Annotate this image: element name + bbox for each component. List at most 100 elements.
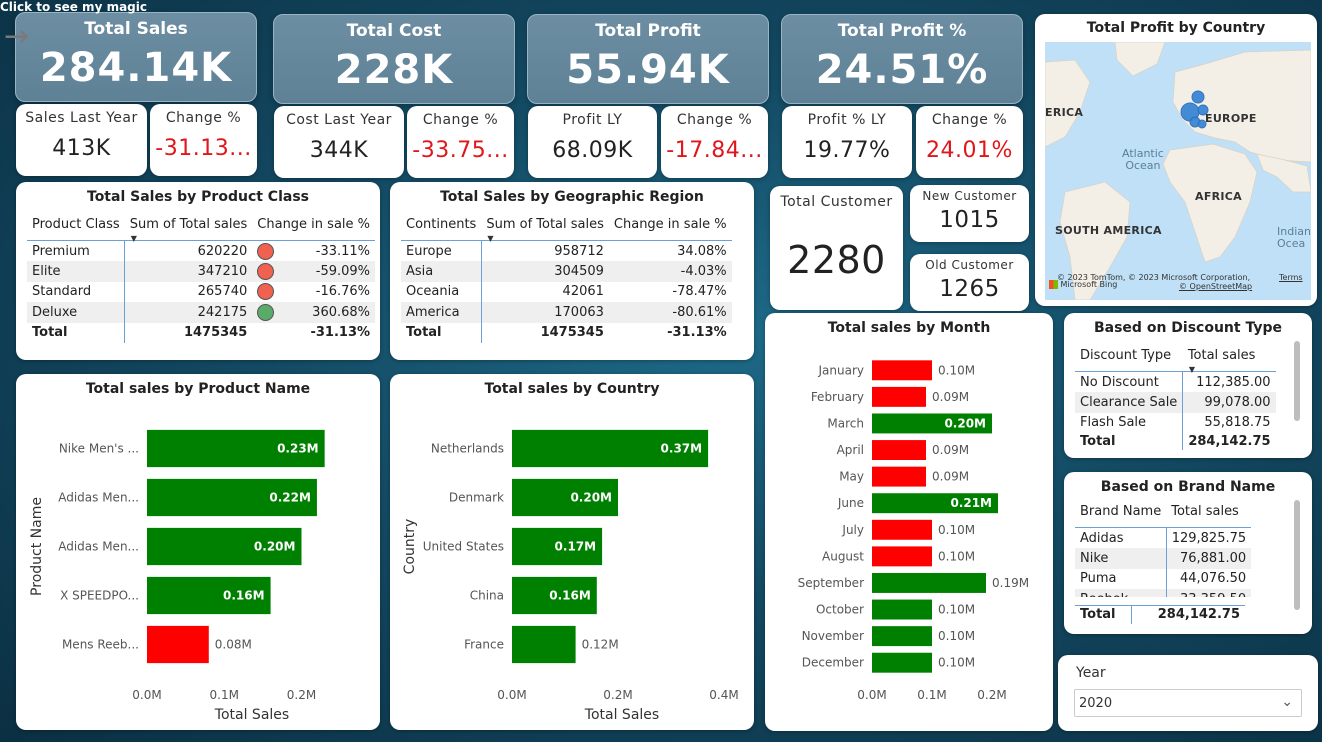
sort-down-icon[interactable]: ▼	[1188, 365, 1195, 374]
scrollbar[interactable]	[1294, 341, 1300, 421]
cell-change: -59.09%	[286, 261, 376, 282]
cell-change: -33.11%	[315, 243, 371, 259]
table-row[interactable]: Asia 304509 -4.03%	[401, 261, 732, 282]
data-label: 0.22M	[269, 491, 311, 505]
bar[interactable]	[872, 493, 998, 514]
y-axis-title: Product Name	[29, 497, 45, 596]
column-header[interactable]: Sum of Total sales ▼	[481, 213, 609, 243]
bar[interactable]	[512, 527, 603, 566]
column-header[interactable]: Brand Name	[1080, 504, 1162, 519]
bar[interactable]	[872, 652, 932, 673]
cell-change: -31.13%	[667, 325, 727, 341]
bar[interactable]	[872, 413, 992, 434]
kpi-total-profit: Total Profit 55.94K	[527, 14, 769, 104]
card-title: Total Customer	[780, 194, 893, 210]
map-osm-link[interactable]: © OpenStreetMap	[1179, 282, 1253, 291]
table-row[interactable]: Adidas 129,825.75	[1075, 527, 1251, 548]
table-row[interactable]: Premium 620220 -33.11%	[27, 240, 375, 261]
tick-label: 0.4M	[709, 688, 738, 702]
bar[interactable]	[512, 478, 618, 517]
microsoft-logo-icon	[1049, 280, 1058, 289]
bar[interactable]	[872, 599, 932, 620]
table-row[interactable]: Oceania 42061 -78.47%	[401, 281, 732, 302]
table-row[interactable]: Reebok 33,359.50	[1075, 589, 1252, 597]
column-header[interactable]: Discount Type	[1080, 348, 1172, 363]
bar[interactable]	[872, 386, 926, 407]
column-header[interactable]: Sum of Total sales ▼	[125, 213, 253, 243]
bar[interactable]	[147, 429, 325, 468]
table-row[interactable]: Puma 44,076.50	[1075, 568, 1251, 589]
map-label: SOUTH AMERICA	[1055, 224, 1162, 237]
table-row[interactable]: Standard 265740 -16.76%	[27, 281, 375, 302]
table-row[interactable]: No Discount 112,385.00	[1075, 371, 1276, 392]
map-panel: Total Profit by Country ERICA EUROPE AFR…	[1035, 14, 1317, 306]
data-label: 0.37M	[661, 442, 703, 456]
sort-down-icon[interactable]: ▼	[487, 234, 494, 243]
map-terms-link[interactable]: Terms	[1279, 273, 1303, 282]
sort-down-icon[interactable]: ▼	[130, 234, 137, 243]
bar[interactable]	[872, 626, 932, 647]
bar[interactable]	[872, 572, 986, 593]
chevron-down-icon[interactable]: ⌄	[1281, 694, 1293, 710]
magic-link[interactable]: Click to see my magic	[0, 0, 147, 14]
card-value: 413K	[52, 136, 111, 161]
table-row[interactable]: Europe 958712 34.08%	[401, 240, 732, 261]
brand-table-scroll[interactable]: Brand Name Total sales Adidas 129,825.75…	[1075, 500, 1275, 597]
cell-value: 242175	[124, 302, 253, 323]
bar[interactable]	[147, 576, 271, 615]
data-label: 0.10M	[938, 603, 975, 617]
bing-label: Microsoft Bing	[1060, 280, 1118, 289]
data-label: 0.20M	[570, 491, 612, 505]
table-row[interactable]: Flash Sale 55,818.75	[1075, 412, 1276, 433]
cell-value: 265740	[197, 284, 248, 300]
kpi-title: Total Cost	[346, 21, 442, 41]
cell-value: 76,881.00	[1166, 548, 1252, 569]
card-value: 2280	[787, 238, 886, 282]
bar[interactable]	[512, 576, 597, 615]
column-header[interactable]: Continents	[406, 217, 477, 232]
category-label: December	[802, 656, 864, 670]
table-row[interactable]: Deluxe 242175 360.68%	[27, 302, 376, 323]
bar[interactable]	[872, 519, 932, 540]
card-value: -31.13...	[155, 136, 252, 161]
table-row[interactable]: Nike 76,881.00	[1075, 548, 1252, 569]
table-row[interactable]: America 170063 -80.61%	[401, 302, 732, 323]
category-label: Denmark	[449, 491, 504, 505]
column-header[interactable]: Product Class	[32, 217, 120, 232]
bar[interactable]	[147, 625, 209, 664]
tick-label: 0.0M	[857, 688, 886, 702]
cell-change: -16.76%	[315, 284, 371, 300]
arrow-right-icon[interactable]: →	[4, 19, 30, 54]
card-title: Change %	[676, 112, 753, 128]
column-header[interactable]: Change in sale %	[257, 217, 371, 232]
column-header[interactable]: Total sales	[1171, 504, 1239, 519]
bar[interactable]	[872, 466, 926, 487]
cell-name: Adidas	[1075, 527, 1167, 548]
bar[interactable]	[872, 360, 932, 381]
panel-title: Based on Brand Name	[1100, 479, 1276, 495]
category-label: April	[837, 443, 864, 457]
card-title: Profit LY	[562, 112, 623, 128]
column-header[interactable]: Change in sale %	[613, 217, 727, 232]
bar[interactable]	[512, 429, 709, 468]
bar[interactable]	[872, 546, 932, 567]
year-dropdown[interactable]: 2020 ⌄	[1074, 689, 1302, 717]
cell-name: Standard	[27, 281, 126, 302]
bar[interactable]	[872, 440, 926, 461]
category-label: June	[837, 496, 864, 510]
data-label: 0.10M	[938, 363, 975, 377]
kpi-value: 24.51%	[815, 47, 989, 93]
bar[interactable]	[147, 527, 302, 566]
bar[interactable]	[512, 625, 576, 664]
table-row[interactable]: Clearance Sale 99,078.00	[1075, 392, 1276, 413]
table-total-row: Total 284,142.75	[1075, 433, 1276, 450]
column-header[interactable]: Total sales ▼	[1183, 344, 1276, 374]
table-row[interactable]: Elite 347210 -59.09%	[27, 261, 376, 282]
bar[interactable]	[147, 478, 317, 517]
kpi-total-cost: Total Cost 228K	[273, 14, 515, 104]
scrollbar[interactable]	[1294, 500, 1300, 610]
cell-value: 99,078.00	[1182, 392, 1276, 413]
cell-indicator	[252, 302, 287, 323]
world-map[interactable]: ERICA EUROPE AFRICA SOUTH AMERICA Atlant…	[1045, 42, 1311, 300]
map-land	[1045, 42, 1311, 300]
